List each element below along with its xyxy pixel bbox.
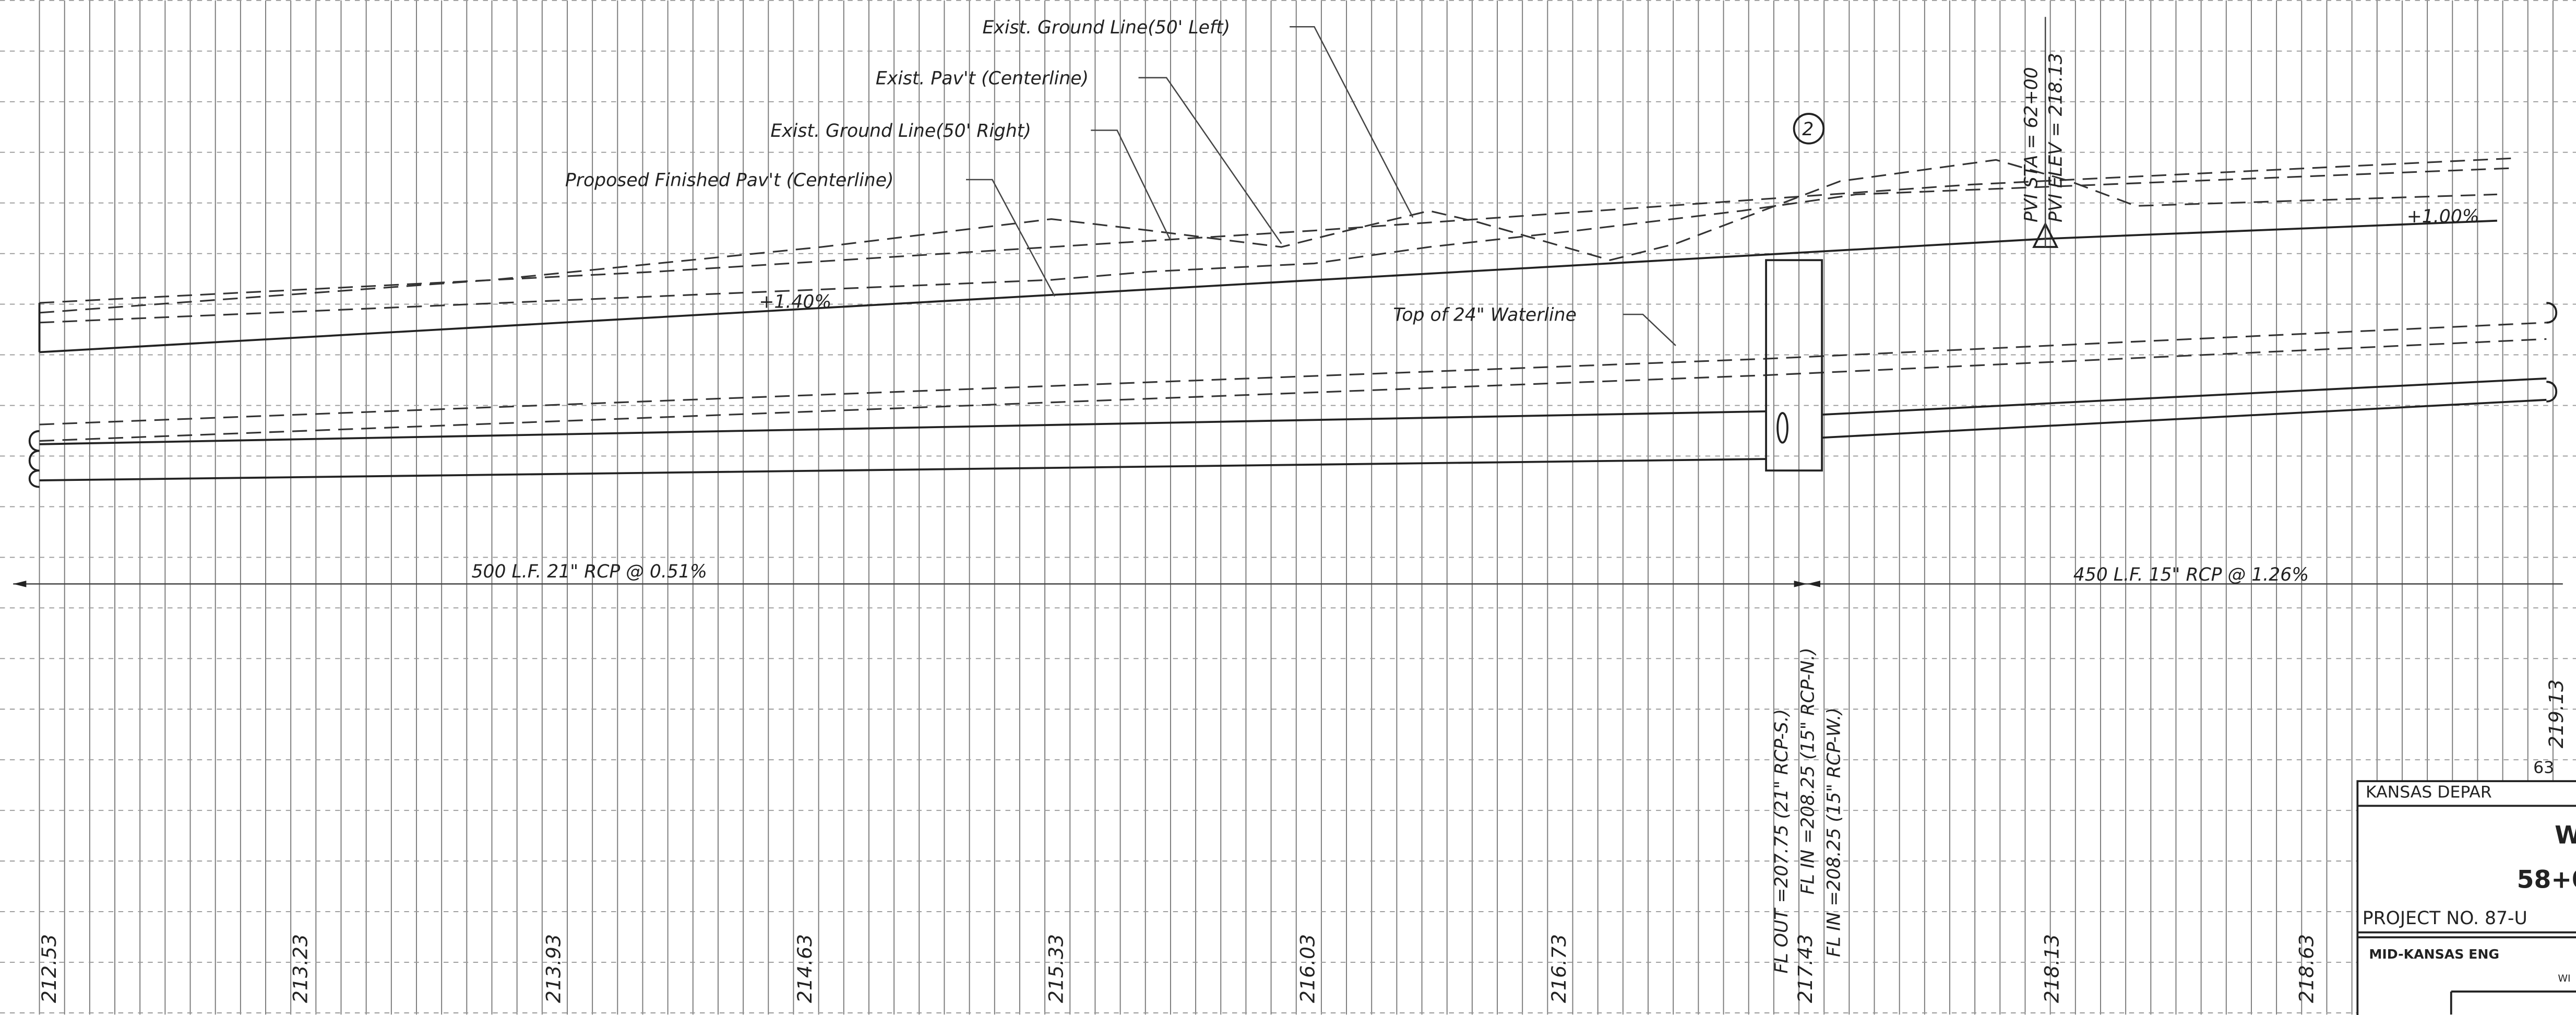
station-label: 212.53 xyxy=(38,934,61,1003)
pipe-label: 500 L.F. 21" RCP @ 0.51% xyxy=(471,561,707,582)
station-label: 213.23 xyxy=(289,934,312,1003)
pipe-21-bottom xyxy=(39,458,1767,481)
pipe-15-bottom xyxy=(1821,398,2547,439)
leader xyxy=(966,179,1056,297)
station-label: 214.63 xyxy=(793,934,816,1003)
existing-pavement xyxy=(39,157,2514,304)
sheet-station: 63 xyxy=(2533,758,2554,777)
pipe-label: 450 L.F. 15" RCP @ 1.26% xyxy=(2073,564,2309,585)
station-labels: 212.53 213.23 213.93 214.63 215.33 216.03 216.… xyxy=(38,679,2568,1003)
station-label: 218.63 xyxy=(2295,934,2318,1003)
manhole xyxy=(1765,259,1823,472)
grade: +1.40% xyxy=(759,292,831,313)
existing-ground-left xyxy=(39,167,2514,324)
structure-circle xyxy=(1793,113,1825,145)
pipe-opening xyxy=(1776,412,1788,444)
station-label: 216.03 xyxy=(1296,934,1319,1003)
label: Exist. Ground Line(50' Left) xyxy=(982,17,1230,38)
label: Proposed Finished Pav't (Centerline) xyxy=(565,170,894,191)
station-label: 217.43 xyxy=(1794,934,1817,1003)
flow-line: FL IN =208.25 (15" RCP-W.) xyxy=(1824,707,1845,957)
station-label: 213.93 xyxy=(542,934,565,1003)
title-block: KANSAS DEPAR W 58+0 PROJECT NO. 87-U MID… xyxy=(2356,780,2576,1015)
flow-line: FL OUT =207.75 (21" RCP-S.) xyxy=(1771,709,1792,974)
title-block-frame xyxy=(2356,780,2576,1015)
label: Exist. Pav't (Centerline) xyxy=(876,68,1089,89)
flow-line: FL IN =208.25 (15" RCP-N.) xyxy=(1797,647,1818,894)
pvi-station: PVI STA = 62+00 xyxy=(2021,67,2042,222)
title-text: 58+0 xyxy=(2517,866,2576,894)
station-label: 215.33 xyxy=(1045,934,1068,1003)
station-label: 216.73 xyxy=(1547,934,1570,1003)
station-label: 218.13 xyxy=(2040,934,2063,1003)
pvi-elevation: PVI ELEV = 218.13 xyxy=(2046,53,2067,222)
existing-ground-right xyxy=(39,159,2497,314)
station-label: 219.13 xyxy=(2545,679,2568,748)
leader xyxy=(1091,129,1171,239)
title-text: MID-KANSAS ENG xyxy=(2369,947,2499,962)
break-symbols xyxy=(28,302,2558,488)
title-text: KANSAS DEPAR xyxy=(2366,783,2492,802)
pipe-15-top xyxy=(1821,377,2547,416)
label: Top of 24" Waterline xyxy=(1393,305,1576,326)
title-text: PROJECT NO. 87-U xyxy=(2363,908,2527,929)
grade: +1.00% xyxy=(2407,206,2479,227)
leader xyxy=(1290,26,1414,218)
title-text: W xyxy=(2555,821,2576,850)
leader xyxy=(1138,77,1282,244)
structure-number: 2 xyxy=(1802,119,1814,140)
leader xyxy=(1623,313,1676,346)
label: Exist. Ground Line(50' Right) xyxy=(770,121,1031,141)
title-text: WI xyxy=(2558,973,2570,984)
pipe-21-top xyxy=(39,410,1767,445)
